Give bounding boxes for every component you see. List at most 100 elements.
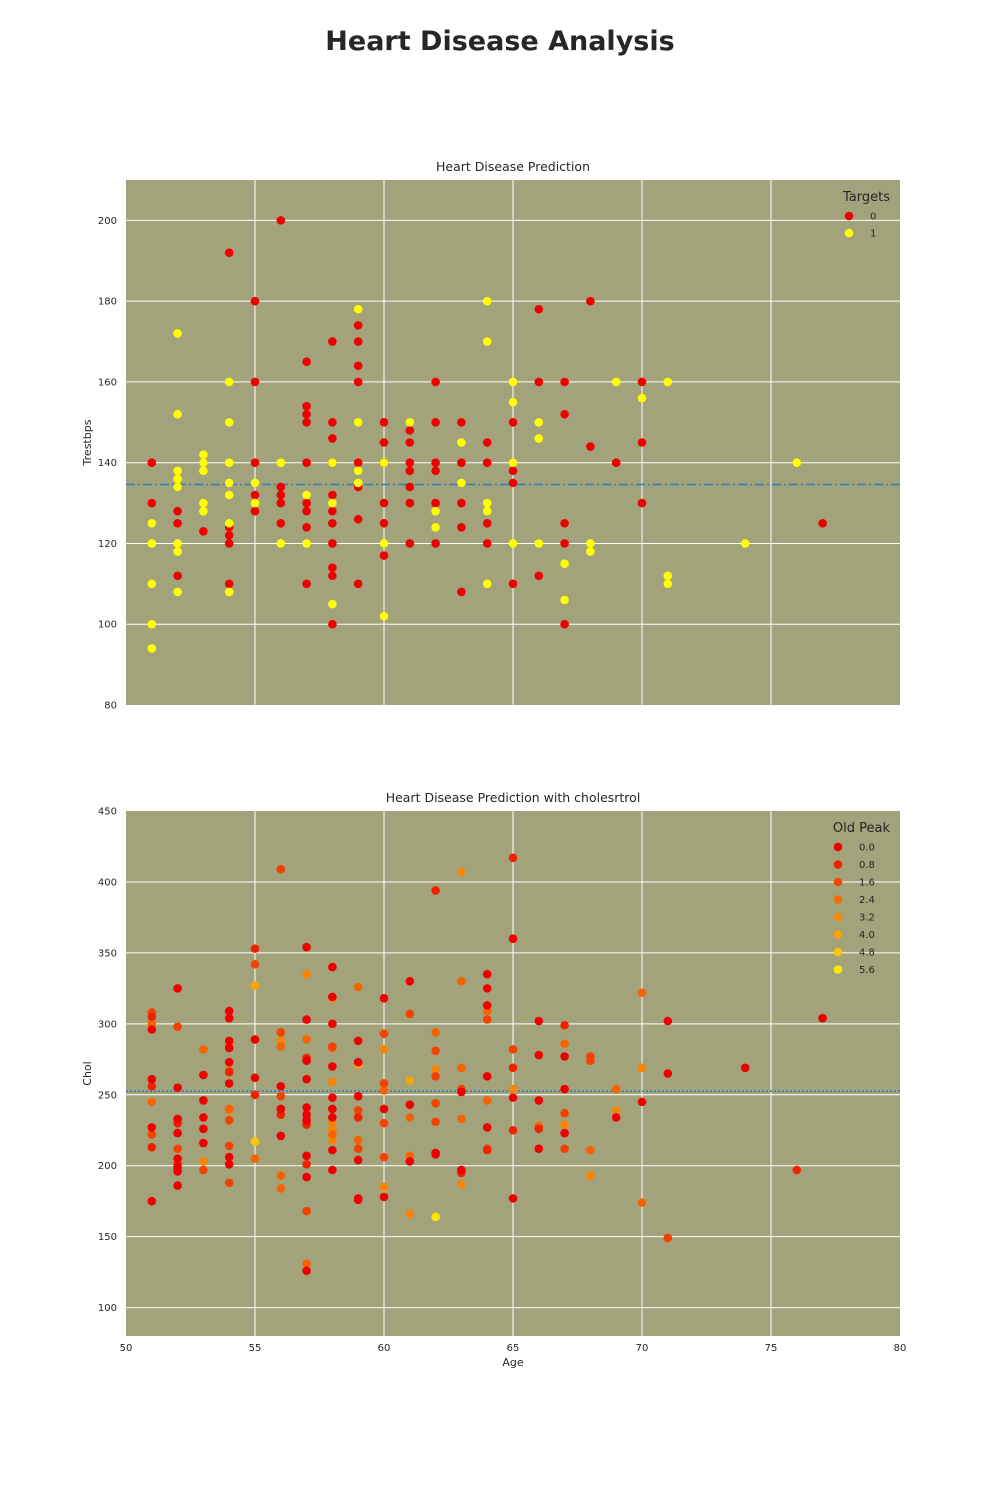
x-tick-label: 50 xyxy=(120,1343,133,1354)
data-point xyxy=(250,944,260,953)
data-point xyxy=(199,466,208,476)
data-point xyxy=(353,1155,363,1165)
data-point xyxy=(302,401,311,411)
data-point xyxy=(353,1106,363,1115)
data-point xyxy=(560,1108,569,1118)
data-point xyxy=(560,559,569,568)
data-point xyxy=(379,418,389,427)
legend: Old Peak 0.0 0.8 1.6 2.4 3.2 4.0 4.8 5.6 xyxy=(833,821,891,976)
data-point xyxy=(302,490,311,500)
data-point xyxy=(328,498,337,508)
data-point xyxy=(534,418,544,427)
data-point xyxy=(482,984,492,993)
data-point xyxy=(431,886,440,895)
y-tick-label: 250 xyxy=(98,1090,117,1101)
data-point xyxy=(224,1104,234,1114)
data-point xyxy=(250,959,260,969)
data-point xyxy=(431,506,440,516)
data-point xyxy=(534,1144,544,1154)
data-point xyxy=(586,547,595,556)
data-point xyxy=(663,377,673,387)
data-point xyxy=(508,466,518,476)
data-point xyxy=(482,498,492,508)
data-point xyxy=(147,1012,157,1022)
data-point xyxy=(147,539,157,548)
chart-title: Heart Disease Prediction with cholesrtro… xyxy=(386,790,641,805)
data-point xyxy=(199,458,208,467)
legend-label: 4.8 xyxy=(859,948,875,959)
data-point xyxy=(328,962,337,972)
data-point xyxy=(224,1160,234,1169)
data-point xyxy=(534,1016,544,1026)
data-point xyxy=(328,599,337,609)
data-point xyxy=(431,1046,440,1056)
data-point xyxy=(457,1063,466,1073)
data-point xyxy=(276,864,286,874)
data-point xyxy=(637,988,647,997)
data-point xyxy=(740,1063,750,1073)
data-point xyxy=(431,418,440,427)
data-point xyxy=(534,1124,544,1134)
data-point xyxy=(637,393,647,403)
data-point xyxy=(379,611,389,621)
data-point xyxy=(379,1182,389,1192)
data-point xyxy=(147,619,157,629)
data-point xyxy=(302,969,311,979)
data-point xyxy=(611,377,621,387)
data-point xyxy=(147,1142,157,1152)
data-point xyxy=(199,450,208,459)
data-point xyxy=(405,976,415,986)
data-point xyxy=(173,1144,182,1154)
data-point xyxy=(276,1131,286,1141)
data-point xyxy=(199,1070,208,1080)
legend-marker xyxy=(833,877,843,887)
data-point xyxy=(173,539,182,548)
data-point xyxy=(663,1233,673,1243)
data-point xyxy=(147,1130,157,1139)
data-point xyxy=(276,1104,286,1114)
data-point xyxy=(534,539,544,548)
data-point xyxy=(663,1016,673,1026)
data-point xyxy=(611,458,621,467)
data-point xyxy=(482,518,492,528)
data-point xyxy=(302,1103,311,1112)
data-point xyxy=(405,466,415,476)
data-point xyxy=(250,377,260,387)
data-point xyxy=(173,1083,182,1092)
data-point xyxy=(328,1130,337,1139)
data-point xyxy=(224,1141,234,1151)
data-point xyxy=(250,498,260,508)
data-point xyxy=(302,409,311,419)
data-point xyxy=(740,539,750,548)
data-point xyxy=(328,418,337,427)
data-point xyxy=(276,216,286,225)
data-point xyxy=(508,1084,518,1094)
data-point xyxy=(276,1028,286,1037)
data-point xyxy=(173,482,182,492)
data-point xyxy=(224,539,234,548)
legend-label: 4.0 xyxy=(859,930,875,941)
data-point xyxy=(560,1084,569,1094)
data-point xyxy=(508,1045,518,1054)
data-point xyxy=(224,1067,234,1077)
data-point xyxy=(405,498,415,508)
data-point xyxy=(457,867,466,877)
data-point xyxy=(457,438,466,447)
data-point xyxy=(637,377,647,387)
data-point xyxy=(560,518,569,528)
data-point xyxy=(637,438,647,447)
legend-marker xyxy=(833,947,843,957)
data-point xyxy=(586,1171,595,1180)
data-point xyxy=(302,1015,311,1024)
data-points xyxy=(147,853,827,1276)
y-tick-label: 140 xyxy=(98,458,117,469)
data-point xyxy=(379,1104,389,1114)
data-point xyxy=(276,1184,286,1193)
data-point xyxy=(302,1160,311,1169)
legend-marker xyxy=(833,912,843,922)
data-point xyxy=(431,466,440,476)
data-point xyxy=(353,1195,363,1205)
data-point xyxy=(353,579,363,589)
data-point xyxy=(276,1042,286,1051)
